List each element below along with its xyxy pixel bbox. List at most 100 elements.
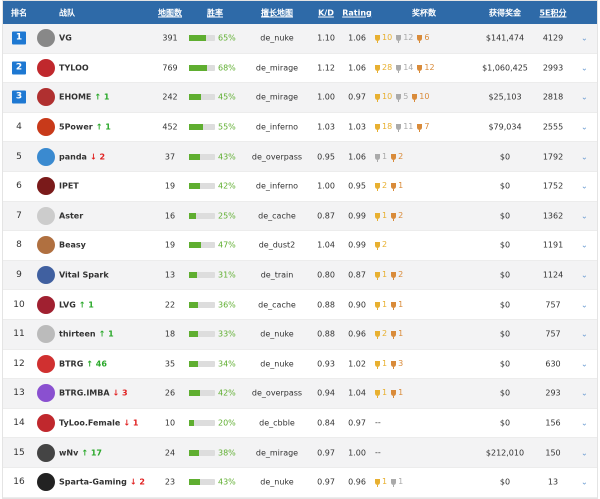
team-name[interactable]: wNv ↑ 17 [59,448,102,458]
rating: 0.97 [348,418,366,428]
team-name[interactable]: thirteen ↑ 1 [59,329,114,339]
chevron-down-icon[interactable]: ⌄ [581,418,588,428]
table-row[interactable]: 1 VG 391 65% de_nuke 1.10 1.06 10 12 6 $14… [3,24,597,54]
chevron-down-icon[interactable]: ⌄ [581,63,588,73]
rank: 14 [13,418,25,429]
best-map: de_cache [258,211,296,221]
chevron-down-icon[interactable]: ⌄ [581,359,588,369]
team-logo [37,206,55,225]
team-name[interactable]: 5Power ↑ 1 [59,122,111,132]
rank-change: ↑ 46 [86,359,107,369]
rank-change: ↑ 17 [81,448,102,458]
chevron-down-icon[interactable]: ⌄ [581,152,588,162]
team-name[interactable]: VG [59,33,72,43]
team-name[interactable]: EHOME ↑ 1 [59,92,110,102]
score: 156 [545,418,561,428]
bronze-trophy-icon [391,212,397,221]
table-row[interactable]: 8 Beasy 19 47% de_dust2 1.04 0.99 2 $0 1… [3,231,597,261]
kd: 0.94 [317,388,335,398]
header-trophies: 奖杯数 [412,8,436,17]
chevron-down-icon[interactable]: ⌄ [581,92,588,102]
best-map: de_dust2 [258,240,296,250]
table-row[interactable]: 15 wNv ↑ 17 24 38% de_mirage 0.97 1.00 --… [3,438,597,468]
maps-count: 242 [162,92,178,102]
team-name[interactable]: panda ↓ 2 [59,152,106,162]
chevron-down-icon[interactable]: ⌄ [581,300,588,310]
header-score[interactable]: 5E积分 [539,8,567,17]
table-row[interactable]: 3 EHOME ↑ 1 242 45% de_mirage 1.00 0.97 1… [3,83,597,113]
team-name[interactable]: Sparta-Gaming ↓ 2 [59,477,145,487]
team-name[interactable]: TyLoo.Female ↓ 1 [59,418,139,428]
kd: 0.93 [317,359,335,369]
table-row[interactable]: 5 panda ↓ 2 37 43% de_overpass 0.95 1.06 … [3,142,597,172]
winrate-bar [189,64,215,71]
table-row[interactable]: 16 Sparta-Gaming ↓ 2 23 43% de_nuke 0.97 … [3,468,597,498]
winrate-label: 25% [218,211,236,221]
chevron-down-icon[interactable]: ⌄ [581,122,588,132]
table-row[interactable]: 2 TYLOO 769 68% de_mirage 1.12 1.06 28 14… [3,54,597,84]
silver-trophies: 14 [396,63,413,73]
header-best-map[interactable]: 擅长地图 [261,8,293,17]
prize: $0 [499,211,511,221]
chevron-down-icon[interactable]: ⌄ [581,329,588,339]
team-logo [37,236,55,255]
rating: 1.03 [348,122,366,132]
chevron-down-icon[interactable]: ⌄ [581,388,588,398]
winrate-label: 43% [218,152,236,162]
silver-trophy-icon [375,153,380,162]
team-name[interactable]: Beasy [59,240,86,250]
team-name[interactable]: LVG ↑ 1 [59,300,94,310]
table-row[interactable]: 11 thirteen ↑ 1 18 33% de_nuke 0.88 0.96 … [3,319,597,350]
bronze-trophy-icon [391,183,397,192]
score: 1752 [542,181,564,191]
team-name[interactable]: BTRG ↑ 46 [59,359,107,369]
chevron-down-icon[interactable]: ⌄ [581,448,588,458]
bronze-trophy-icon [391,301,397,310]
header-maps[interactable]: 地图数 [158,8,182,17]
winrate-bar [189,390,215,397]
trophies: 18 11 7 [375,122,473,133]
table-row[interactable]: 14 TyLoo.Female ↓ 1 10 20% de_cbble 0.84 … [3,409,597,439]
rating: 0.96 [348,329,366,339]
team-name[interactable]: BTRG.IMBA ↓ 3 [59,388,128,398]
team-name[interactable]: Vital Spark [59,270,109,280]
score: 1362 [542,211,564,221]
header-rating[interactable]: Rating [342,8,372,17]
rank: 13 [13,388,25,399]
rating: 0.97 [348,92,366,102]
team-name[interactable]: IPET [59,181,79,191]
best-map: de_nuke [260,329,294,339]
gold-trophies: 28 [375,63,392,73]
table-row[interactable]: 9 Vital Spark 13 31% de_train 0.80 0.87 … [3,260,597,291]
chevron-down-icon[interactable]: ⌄ [581,211,588,221]
chevron-down-icon[interactable]: ⌄ [581,33,588,43]
maps-count: 391 [162,33,178,43]
team-name[interactable]: Aster [59,211,84,221]
team-name[interactable]: TYLOO [59,63,89,73]
gold-trophies: 10 [375,92,392,103]
chevron-down-icon[interactable]: ⌄ [581,270,588,280]
team-logo [37,147,55,166]
chevron-down-icon[interactable]: ⌄ [581,181,588,191]
score: 2818 [542,92,564,102]
rank: 11 [13,329,25,340]
prize: $0 [499,152,511,162]
bronze-trophies: 2 [391,270,403,281]
table-row[interactable]: 13 BTRG.IMBA ↓ 3 26 42% de_overpass 0.94 … [3,379,597,409]
winrate-bar [189,301,215,308]
score: 293 [545,388,561,398]
chevron-down-icon[interactable]: ⌄ [581,240,588,250]
kd: 0.80 [317,270,335,280]
maps-count: 22 [164,300,176,310]
header-winrate[interactable]: 胜率 [207,8,223,17]
table-row[interactable]: 4 5Power ↑ 1 452 55% de_inferno 1.03 1.03… [3,113,597,143]
header-kd[interactable]: K/D [318,8,334,17]
chevron-down-icon[interactable]: ⌄ [581,477,588,487]
